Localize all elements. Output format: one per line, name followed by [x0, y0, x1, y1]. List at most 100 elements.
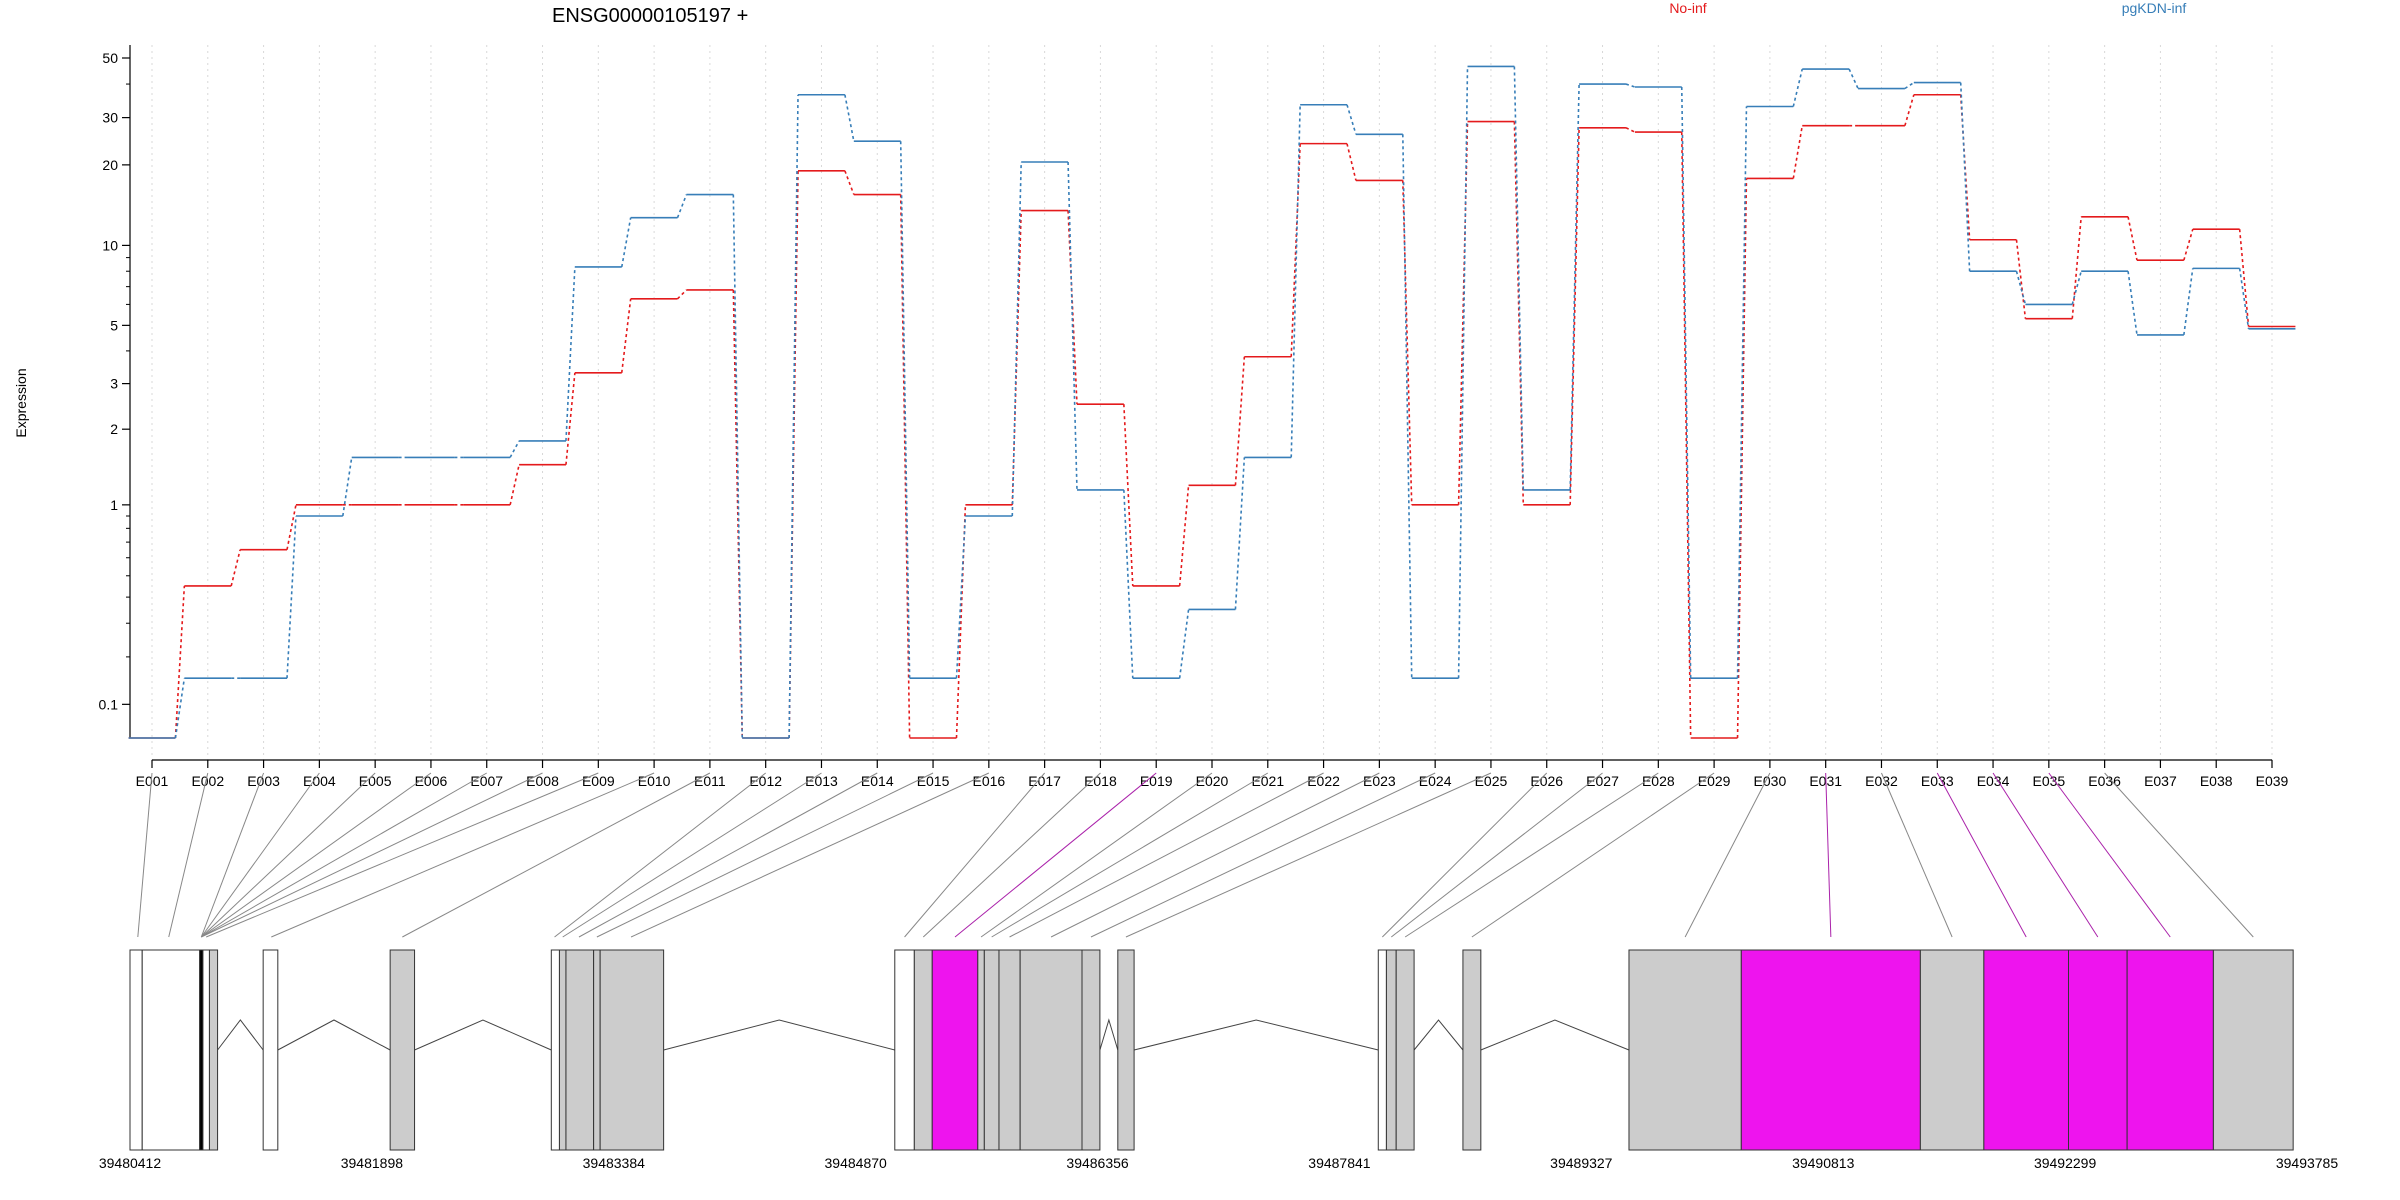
- series-1-link: [1736, 106, 1748, 679]
- exon-connector: [980, 772, 1213, 938]
- genomic-coordinate-label: 39493785: [2276, 1155, 2339, 1171]
- genomic-coordinate-label: 39489327: [1550, 1155, 1613, 1171]
- series-1-link: [1457, 66, 1469, 679]
- x-tick-label: E029: [1698, 773, 1731, 789]
- axes: 0.1 1 2 3 5 10 20 30 50 E001 E002 E003 E004 E005 E006 E…: [99, 45, 2289, 789]
- exon-connector: [630, 772, 990, 938]
- y-tick-label: 10: [102, 237, 118, 253]
- series-0-link: [2015, 239, 2027, 319]
- series-0-link: [1569, 127, 1580, 505]
- exon-block: [129, 949, 143, 1151]
- exon-block: [1740, 949, 1921, 1151]
- series-1-link: [1402, 134, 1413, 679]
- y-tick-label: 1: [110, 497, 118, 513]
- exon-block: [141, 949, 201, 1151]
- series-1-link: [1067, 161, 1078, 490]
- exon-block: [998, 949, 1021, 1151]
- series-1-link: [1123, 489, 1134, 679]
- series-1-link: [342, 457, 353, 517]
- exon-block: [931, 949, 979, 1151]
- exon-connector: [1992, 772, 2099, 938]
- series-1-link: [732, 194, 744, 739]
- intron-line: [414, 1019, 552, 1051]
- exon-connector: [596, 772, 934, 938]
- exon-block: [1395, 949, 1415, 1151]
- exon-block: [599, 949, 665, 1151]
- series-0-link: [676, 289, 688, 300]
- x-tick-label: E005: [359, 773, 392, 789]
- x-tick-label: E027: [1586, 773, 1619, 789]
- genomic-coordinate-label: 39484870: [825, 1155, 888, 1171]
- x-tick-label: E018: [1084, 773, 1117, 789]
- x-tick-label: E034: [1977, 773, 2010, 789]
- legend-entry-no-inf: No-inf: [1669, 0, 1706, 16]
- series-1-link: [844, 94, 855, 142]
- exon-block: [1919, 949, 1985, 1151]
- series-0-link: [1792, 125, 1804, 179]
- intron-line: [1099, 1018, 1119, 1051]
- exon-connector: [1404, 772, 1659, 938]
- genomic-coordinate-label: 39487841: [1308, 1155, 1371, 1171]
- x-tick-label: E016: [972, 773, 1005, 789]
- exon-block: [1117, 949, 1135, 1151]
- series-1-link: [955, 515, 967, 679]
- x-tick-label: E015: [917, 773, 950, 789]
- x-tick-label: E021: [1251, 773, 1284, 789]
- x-tick-label: E037: [2144, 773, 2177, 789]
- series-0-link: [230, 549, 241, 587]
- y-tick-label: 3: [110, 376, 118, 392]
- x-tick-label: E013: [805, 773, 838, 789]
- series-1-link: [509, 440, 520, 458]
- exon-connector: [1825, 772, 1832, 938]
- y-tick-label: 2: [110, 421, 118, 437]
- exon-connector: [1471, 772, 1715, 938]
- series-0-link: [2127, 216, 2138, 261]
- y-tick-label: 5: [110, 317, 118, 333]
- x-tick-label: E028: [1642, 773, 1675, 789]
- exon-connector: [1090, 772, 1436, 938]
- exon-block: [913, 949, 933, 1151]
- series-1-link: [1011, 161, 1022, 517]
- exon-connectors: [137, 772, 2254, 938]
- x-tick-label: E007: [470, 773, 503, 789]
- x-tick-label: E003: [247, 773, 280, 789]
- exon-connector: [201, 772, 543, 938]
- x-tick-label: E020: [1196, 773, 1229, 789]
- exon-connector: [991, 772, 1269, 938]
- x-tick-label: E036: [2088, 773, 2121, 789]
- series-1-link: [174, 678, 186, 739]
- exon-block: [208, 949, 219, 1151]
- x-tick-label: E011: [694, 773, 726, 789]
- exon-connector: [1009, 772, 1324, 938]
- series-0-link: [899, 194, 911, 739]
- series-1-link: [788, 94, 799, 739]
- x-tick-label: E019: [1140, 773, 1173, 789]
- x-tick-label: E017: [1028, 773, 1061, 789]
- y-tick-label: 0.1: [99, 696, 119, 712]
- series-1-link: [1234, 457, 1246, 610]
- exon-block: [262, 949, 279, 1151]
- exon-block: [2126, 949, 2214, 1151]
- series-1-link: [676, 194, 688, 218]
- exon-connector: [554, 772, 766, 938]
- exon-connector: [1881, 772, 1953, 938]
- y-axis-label: Expression: [13, 368, 29, 437]
- series-0-link: [174, 585, 186, 739]
- series-1-link: [286, 515, 297, 679]
- x-tick-label: E025: [1475, 773, 1508, 789]
- exon-block: [1983, 949, 2070, 1151]
- series-1-link: [1680, 86, 1692, 679]
- series-1-link: [2238, 268, 2250, 329]
- x-tick-label: E006: [415, 773, 448, 789]
- exon-connector: [562, 772, 822, 938]
- series-0-link: [509, 464, 520, 506]
- series-0-link: [1123, 404, 1134, 587]
- exon-connector: [1050, 772, 1380, 938]
- exon-connector: [201, 772, 432, 938]
- exon-connector: [402, 772, 711, 938]
- genomic-coordinate-label: 39490813: [1792, 1155, 1855, 1171]
- series-1-link: [1178, 609, 1190, 679]
- series-0-link: [1178, 485, 1190, 587]
- exon-connector: [271, 772, 655, 938]
- series-0-link: [1402, 180, 1413, 505]
